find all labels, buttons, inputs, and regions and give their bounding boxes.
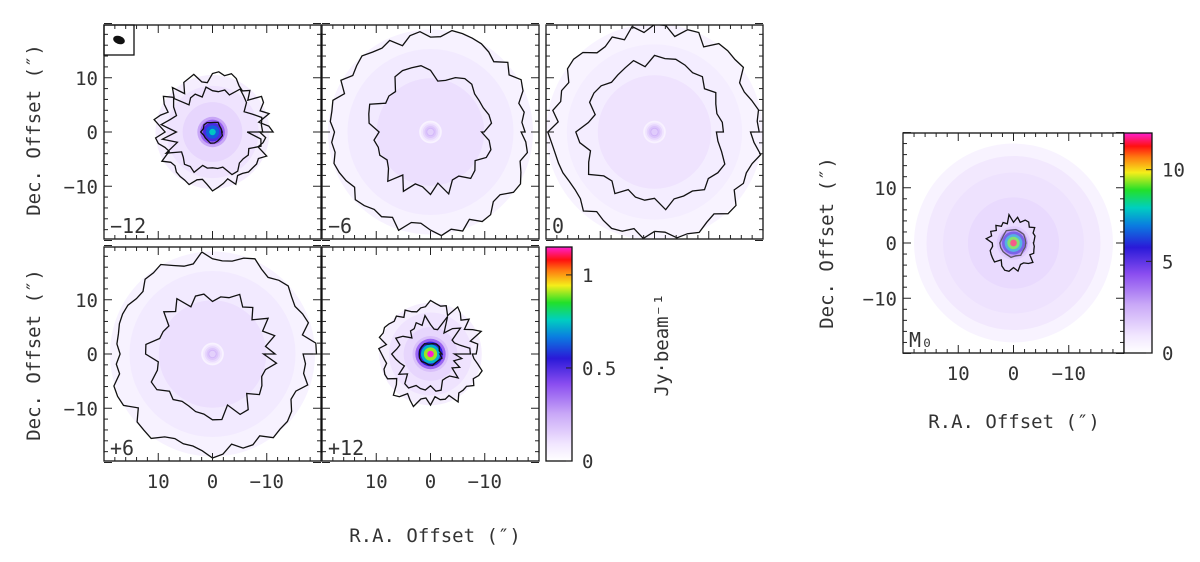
emission-core — [427, 128, 434, 136]
panel-label: −12 — [110, 214, 146, 238]
m0-y-axis-label: Dec. Offset (″) — [816, 157, 838, 329]
colorbar-m0: 0 5 10 — [1123, 132, 1185, 365]
channel-panel-5: M₀ 10 0 −10 10 0 −10 — [863, 132, 1125, 385]
x-tick-label: −10 — [250, 471, 284, 493]
colorbar-tick-label: 0 — [582, 451, 593, 473]
y-tick-label: 10 — [75, 68, 98, 90]
colorbar-tick-label: 0 — [1162, 343, 1173, 365]
y-axis-label-top: Dec. Offset (″) — [23, 44, 45, 216]
m0-x-axis-label: R.A. Offset (″) — [928, 411, 1100, 433]
panel-label: −6 — [328, 214, 352, 238]
contour-outer — [329, 29, 529, 237]
y-tick-label: −10 — [863, 288, 897, 310]
colorbar-gradient — [1124, 133, 1152, 353]
contour-outer — [153, 71, 275, 192]
m0-diffuse — [914, 143, 1113, 343]
colorbar-frame — [545, 246, 573, 462]
x-axis-label: R.A. Offset (″) — [349, 525, 521, 547]
y-tick-label: 0 — [87, 344, 98, 366]
contour-inner — [390, 314, 472, 392]
panel-label: 0 — [552, 214, 564, 238]
colorbar-tick-label: 10 — [1162, 160, 1185, 182]
colorbar-tick-label: 5 — [1162, 251, 1173, 273]
emission-core — [209, 350, 216, 358]
m0-contour — [984, 212, 1036, 273]
contour-core — [199, 121, 224, 144]
contour-outer — [377, 299, 483, 408]
contour-inner — [575, 54, 726, 211]
contour-outer — [113, 251, 318, 459]
contour-outer — [547, 25, 762, 239]
y-tick-label: 0 — [886, 233, 897, 255]
channel-panel-3: +6 10 0 −10 10 0 −10 — [64, 245, 322, 493]
y-tick-label: −10 — [64, 398, 98, 420]
beam-marker — [103, 24, 135, 56]
channel-panel-0: −12 10 0 −10 — [64, 23, 322, 241]
emission-core — [209, 128, 216, 136]
moment-zero-panel: M₀ 10 0 −10 10 0 −10 0 5 10 — [863, 132, 1185, 385]
x-tick-label: −10 — [1052, 363, 1086, 385]
contour-inner — [159, 86, 264, 176]
x-tick-label: 10 — [365, 471, 388, 493]
colorbar-tick-label: 0.5 — [582, 358, 616, 380]
contour-core — [418, 343, 444, 367]
contour-core — [999, 228, 1027, 259]
colorbar-label: Jy·beam⁻¹ — [651, 294, 673, 397]
colorbar-frame — [1123, 132, 1153, 354]
panel-label: +12 — [328, 436, 364, 460]
y-axis-label-bottom: Dec. Offset (″) — [23, 269, 45, 441]
x-tick-label: 0 — [1008, 363, 1019, 385]
x-tick-label: 0 — [207, 471, 218, 493]
panel-label: +6 — [110, 436, 134, 460]
emission-core — [427, 350, 434, 358]
x-tick-label: 0 — [425, 471, 436, 493]
x-tick-label: 10 — [947, 363, 970, 385]
emission-core — [651, 128, 658, 136]
contour-inner — [368, 65, 493, 196]
channel-panel-2: 0 — [545, 23, 764, 241]
y-tick-label: −10 — [64, 176, 98, 198]
channel-panel-1: −6 — [321, 23, 540, 241]
contour-inner — [144, 293, 278, 421]
x-tick-label: −10 — [468, 471, 502, 493]
panel-label: M₀ — [909, 328, 933, 352]
colorbar-gradient — [546, 247, 572, 461]
colorbar-tick-label: 1 — [582, 265, 593, 287]
emission-core — [1010, 239, 1017, 247]
y-tick-label: 10 — [874, 178, 897, 200]
y-tick-label: 0 — [87, 122, 98, 144]
colorbar-channels: 00.51 — [545, 246, 616, 473]
y-tick-label: 10 — [75, 290, 98, 312]
x-tick-label: 10 — [147, 471, 170, 493]
